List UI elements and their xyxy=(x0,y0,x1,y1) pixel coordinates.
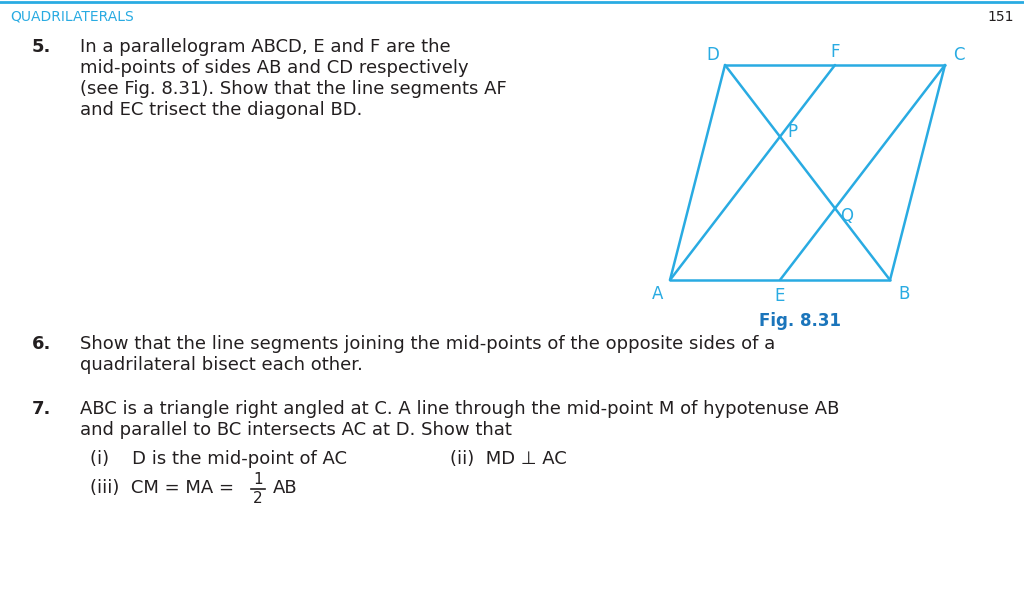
Text: (iii)  CM = MA =: (iii) CM = MA = xyxy=(90,479,240,497)
Text: mid-points of sides AB and CD respectively: mid-points of sides AB and CD respective… xyxy=(80,59,469,77)
Text: C: C xyxy=(953,46,965,64)
Text: 151: 151 xyxy=(987,10,1014,24)
Text: ABC is a triangle right angled at C. A line through the mid-point M of hypotenus: ABC is a triangle right angled at C. A l… xyxy=(80,400,840,418)
Text: 1: 1 xyxy=(253,472,263,487)
Text: and EC trisect the diagonal BD.: and EC trisect the diagonal BD. xyxy=(80,101,362,119)
Text: QUADRILATERALS: QUADRILATERALS xyxy=(10,10,134,24)
Text: 6.: 6. xyxy=(32,335,51,353)
Text: quadrilateral bisect each other.: quadrilateral bisect each other. xyxy=(80,356,362,374)
Text: F: F xyxy=(830,43,840,61)
Text: (i)    D is the mid-point of AC: (i) D is the mid-point of AC xyxy=(90,450,347,468)
Text: AB: AB xyxy=(273,479,298,497)
Text: E: E xyxy=(775,287,785,305)
Text: (ii)  MD ⊥ AC: (ii) MD ⊥ AC xyxy=(450,450,566,468)
Text: D: D xyxy=(707,46,720,64)
Text: (see Fig. 8.31). Show that the line segments AF: (see Fig. 8.31). Show that the line segm… xyxy=(80,80,507,98)
Text: and parallel to BC intersects AC at D. Show that: and parallel to BC intersects AC at D. S… xyxy=(80,421,512,439)
Text: Q: Q xyxy=(841,207,853,226)
Text: 2: 2 xyxy=(253,491,263,506)
Text: P: P xyxy=(786,123,797,140)
Text: In a parallelogram ABCD, E and F are the: In a parallelogram ABCD, E and F are the xyxy=(80,38,451,56)
Text: Fig. 8.31: Fig. 8.31 xyxy=(759,312,841,330)
Text: Show that the line segments joining the mid-points of the opposite sides of a: Show that the line segments joining the … xyxy=(80,335,775,353)
Text: 7.: 7. xyxy=(32,400,51,418)
Text: 5.: 5. xyxy=(32,38,51,56)
Text: A: A xyxy=(652,285,664,303)
Text: B: B xyxy=(898,285,909,303)
